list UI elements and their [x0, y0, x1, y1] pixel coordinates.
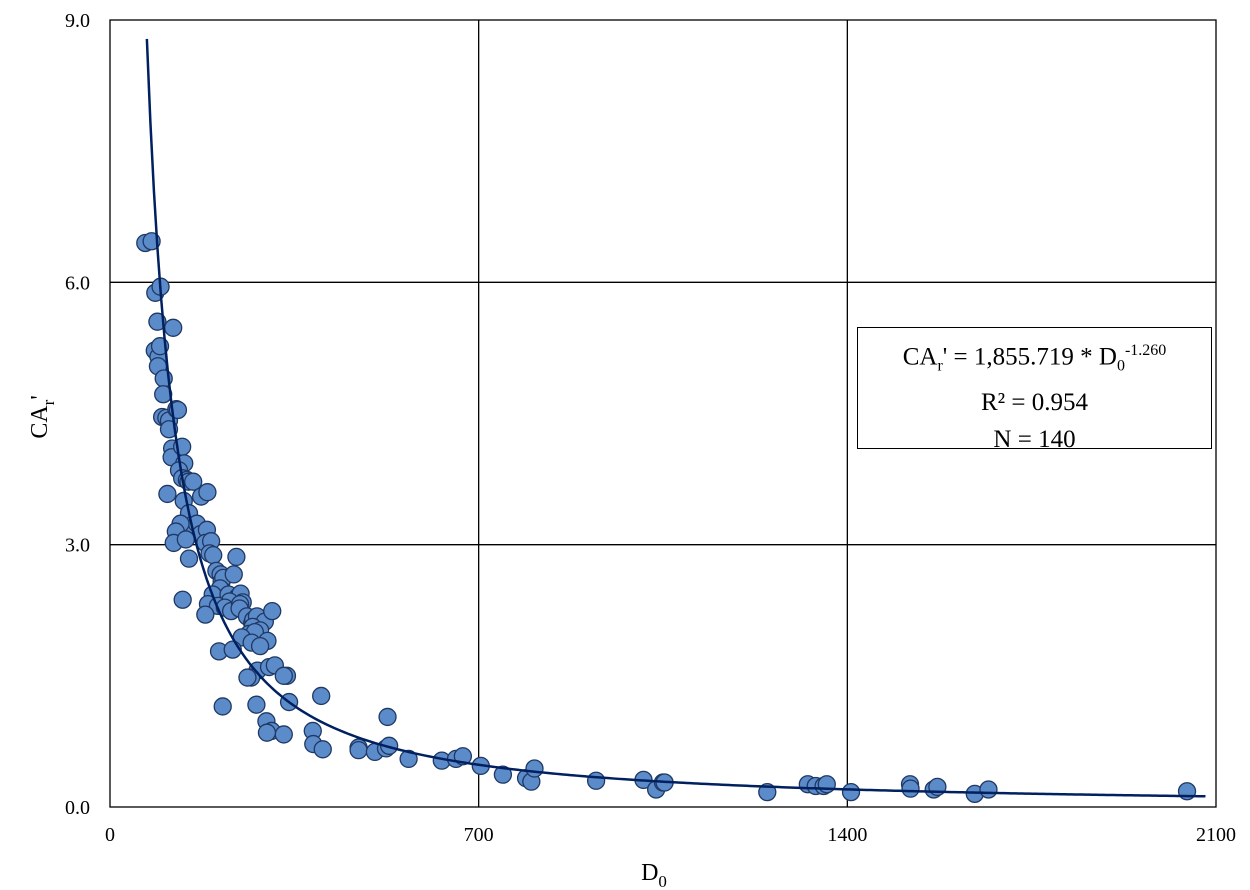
- data-point: [312, 686, 331, 706]
- data-point: [378, 707, 397, 727]
- x-tick-label: 1400: [827, 824, 867, 846]
- equation-annotation: CAr' = 1,855.719 * D0-1.260 R² = 0.954 N…: [857, 327, 1212, 453]
- fit-curve: [145, 38, 1206, 798]
- data-point: [179, 549, 199, 568]
- r-squared-label: R² = 0.954: [980, 389, 1089, 417]
- data-point: [176, 530, 195, 549]
- y-tick-label: 3.0: [65, 535, 90, 557]
- data-point: [274, 725, 293, 744]
- data-point: [263, 601, 282, 621]
- data-point: [979, 780, 998, 799]
- data-point: [158, 484, 177, 504]
- data-point: [238, 668, 257, 687]
- equation-line: CAr' = 1,855.719 * D0-1.260: [902, 342, 1167, 375]
- fit-curve-group: [145, 38, 1206, 798]
- x-tick-label: 0: [105, 824, 115, 846]
- data-point: [184, 472, 203, 491]
- data-point: [196, 605, 215, 624]
- data-point: [164, 318, 183, 337]
- y-axis-title: CAr': [27, 395, 58, 438]
- data-point: [817, 775, 836, 794]
- data-point: [250, 636, 270, 656]
- data-point: [274, 666, 293, 685]
- data-point: [257, 723, 277, 742]
- data-point: [313, 740, 332, 759]
- data-point: [154, 385, 173, 404]
- data-point: [224, 565, 243, 584]
- data-point: [247, 695, 266, 714]
- data-point: [204, 546, 223, 565]
- data-points: [136, 232, 1197, 804]
- data-point: [173, 590, 192, 609]
- x-tick-label: 2100: [1196, 824, 1236, 846]
- data-point: [198, 483, 217, 502]
- data-point: [213, 697, 232, 716]
- data-point: [349, 741, 368, 760]
- x-axis-title: D0: [641, 860, 667, 890]
- y-tick-label: 6.0: [65, 272, 90, 294]
- y-tick-label: 9.0: [65, 10, 90, 32]
- data-point: [901, 779, 920, 798]
- x-tick-label: 700: [464, 824, 494, 846]
- sample-count-label: N = 140: [993, 426, 1076, 454]
- data-point: [525, 759, 544, 778]
- data-point: [399, 749, 418, 769]
- data-point: [841, 782, 861, 802]
- grid-lines: [109, 19, 1217, 808]
- tick-labels: 0 700 1400 2100 0.0 3.0 6.0 9.0: [65, 10, 1236, 846]
- y-tick-label: 0.0: [65, 797, 90, 819]
- data-point: [493, 765, 513, 784]
- data-point: [227, 547, 246, 567]
- data-point: [586, 771, 606, 790]
- plot-frame: [109, 19, 1217, 808]
